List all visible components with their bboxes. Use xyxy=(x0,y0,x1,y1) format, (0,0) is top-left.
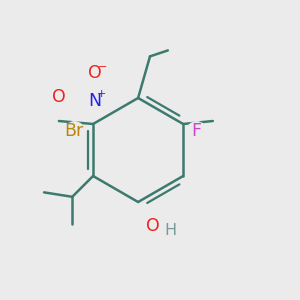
Text: O: O xyxy=(88,64,102,82)
Text: O: O xyxy=(146,217,160,235)
Text: O: O xyxy=(52,88,66,106)
Text: −: − xyxy=(98,62,107,72)
Text: +: + xyxy=(97,89,106,99)
Text: N: N xyxy=(88,92,102,110)
Text: F: F xyxy=(191,122,201,140)
Text: Br: Br xyxy=(64,122,84,140)
Text: H: H xyxy=(164,223,176,238)
